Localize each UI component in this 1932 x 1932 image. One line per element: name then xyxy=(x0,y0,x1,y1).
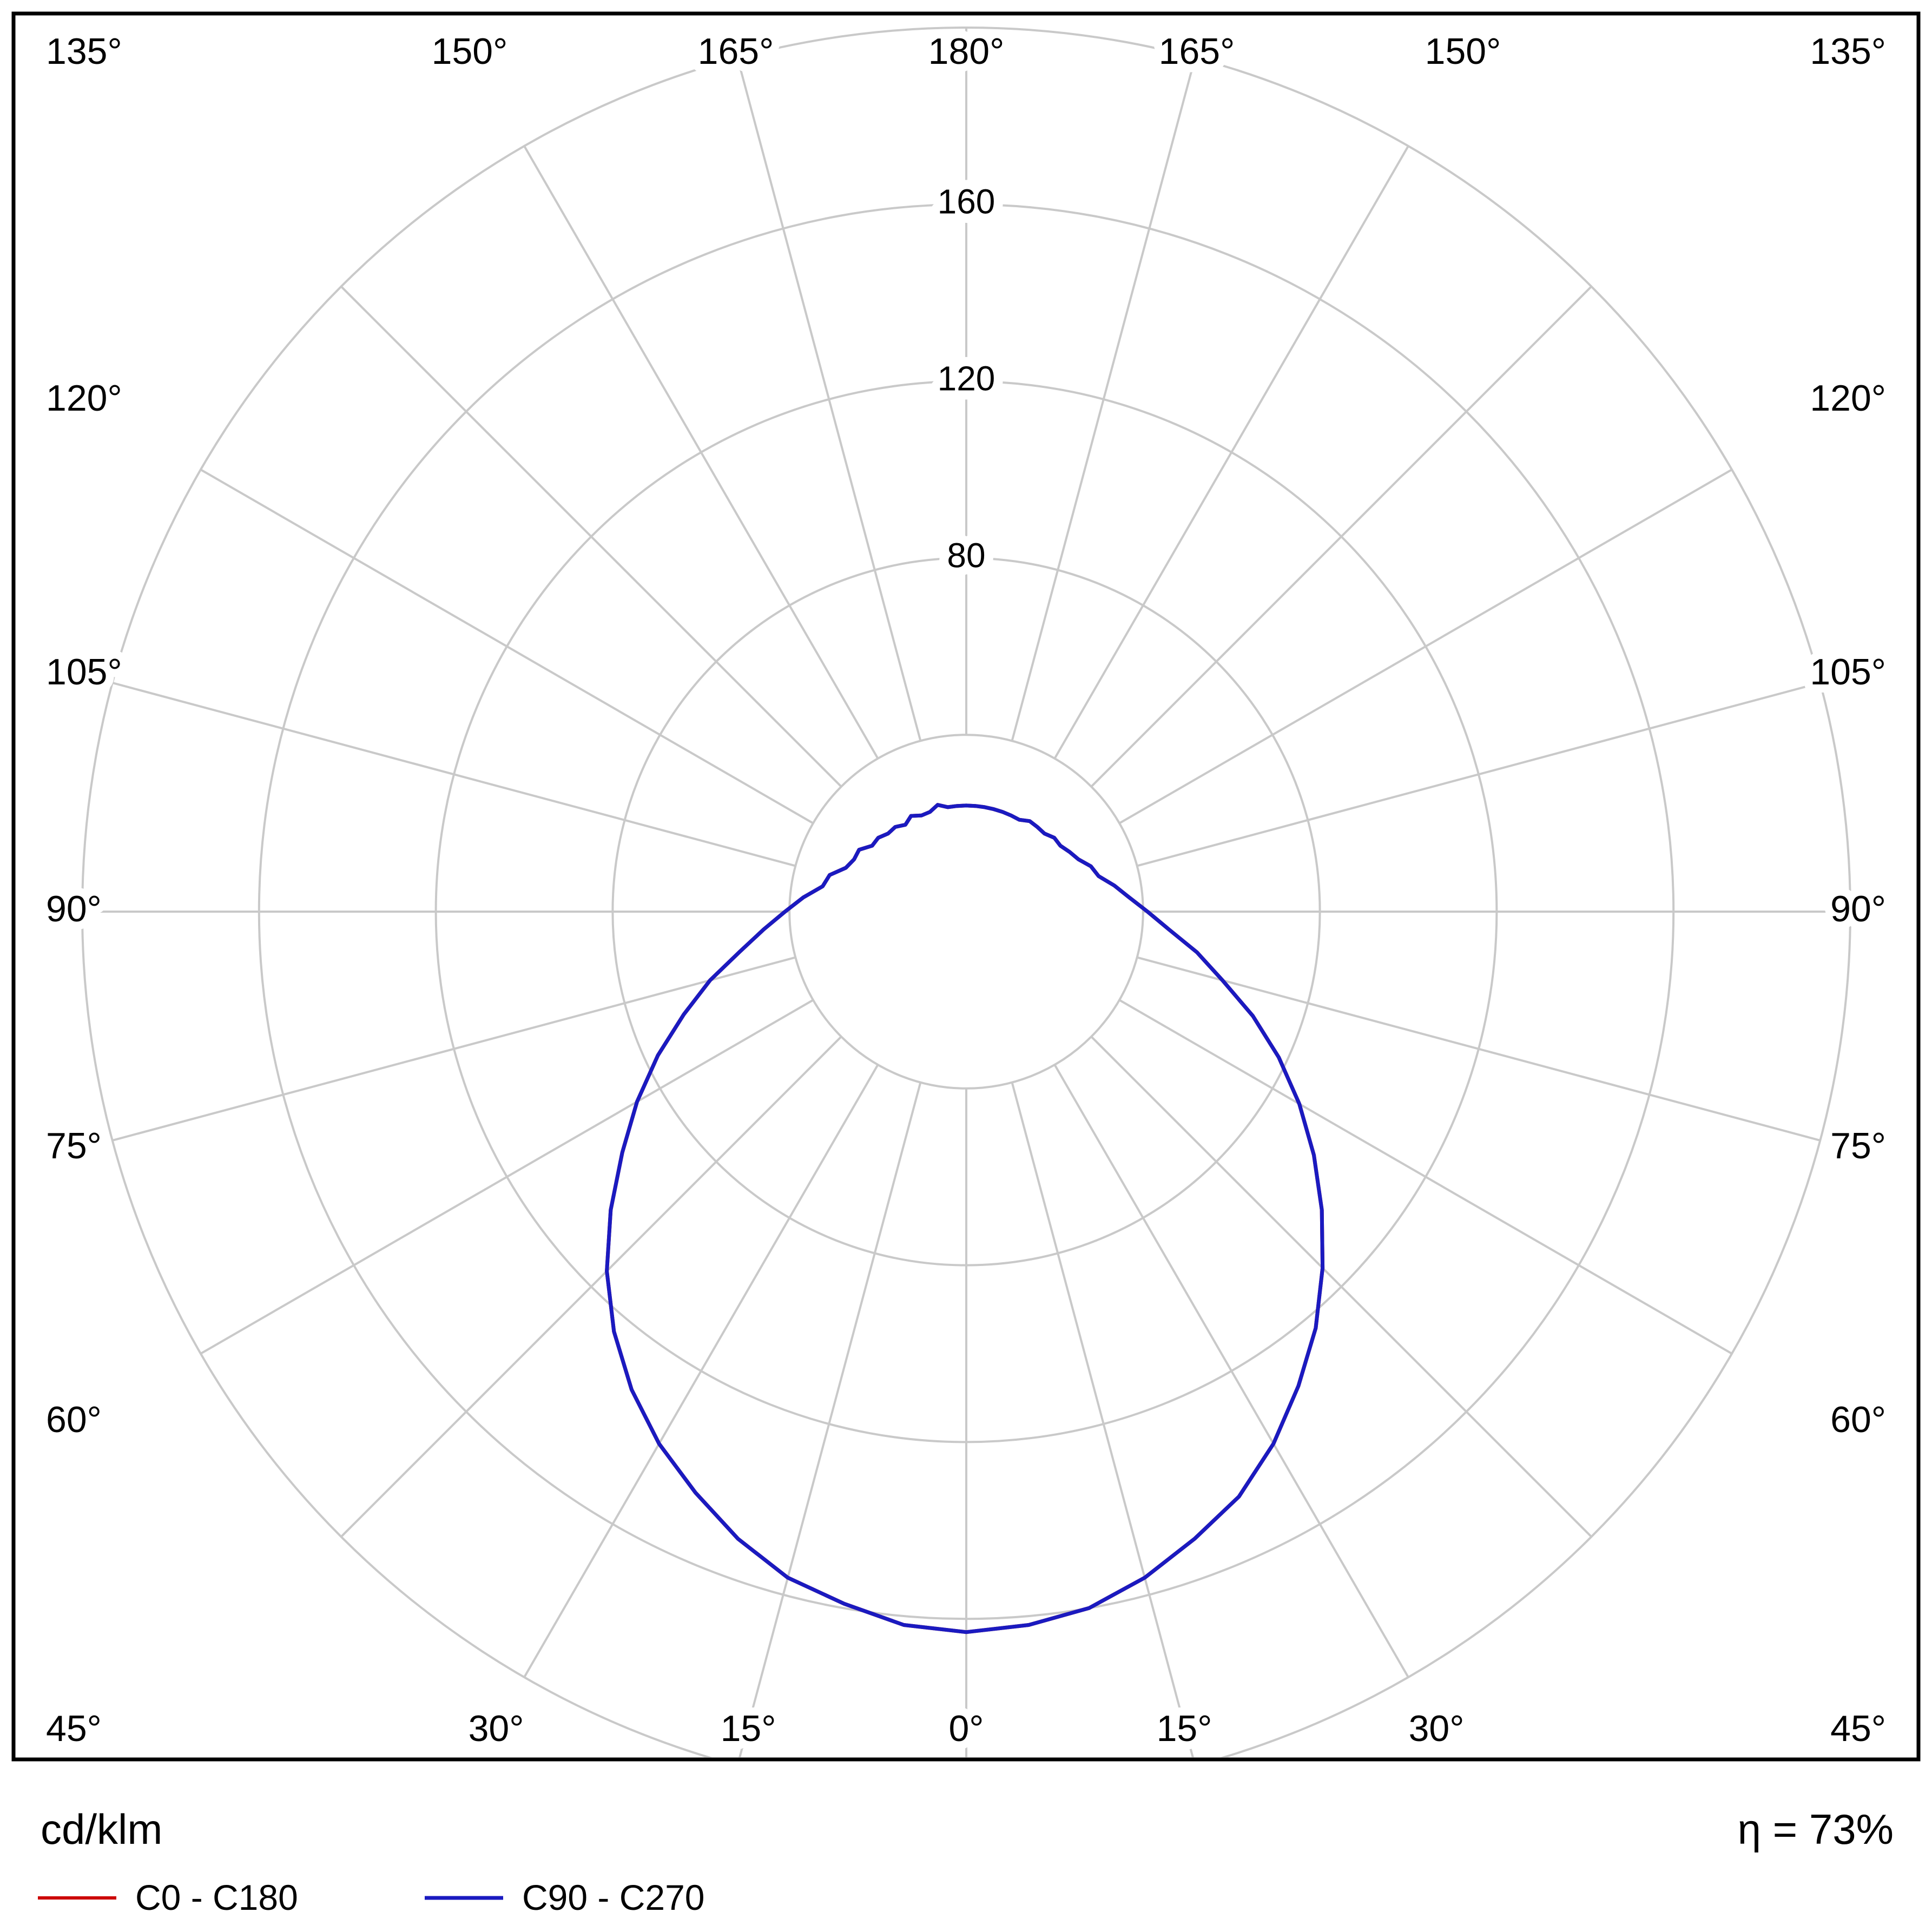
grid-spoke xyxy=(1119,999,1733,1355)
grid-spoke xyxy=(1137,682,1821,867)
angle-label-75deg: 75° xyxy=(46,1125,102,1166)
angle-label-165deg: 165° xyxy=(1159,31,1235,72)
grid-spoke xyxy=(340,1036,842,1538)
angle-label-135deg: 135° xyxy=(1810,31,1886,72)
grid-spoke xyxy=(1011,1082,1194,1757)
angle-label-60deg: 60° xyxy=(46,1399,102,1440)
ring-label-80: 80 xyxy=(947,536,985,575)
grid-spoke xyxy=(1137,956,1821,1142)
legend-label-c90-c270: C90 - C270 xyxy=(522,1877,705,1917)
grid-spoke xyxy=(340,286,842,788)
grid-spoke xyxy=(1090,286,1592,788)
angle-label-45deg: 45° xyxy=(46,1708,102,1749)
grid-spoke xyxy=(1011,57,1196,741)
curve-C0-C180 xyxy=(605,803,1325,1634)
grid-spoke xyxy=(1053,1064,1409,1678)
angle-label-105deg: 105° xyxy=(1810,651,1886,693)
angle-label-135deg: 135° xyxy=(46,31,122,72)
grid-spoke xyxy=(112,682,796,867)
grid-spoke xyxy=(523,145,879,759)
angle-label-60deg: 60° xyxy=(1830,1399,1886,1440)
grid-spoke xyxy=(200,469,814,825)
legend: C0 - C180 C90 - C270 xyxy=(38,1877,705,1917)
angle-label-150deg: 150° xyxy=(432,31,508,72)
angle-label-30deg: 30° xyxy=(1409,1708,1465,1749)
angle-label-45deg: 45° xyxy=(1830,1708,1886,1749)
grid-spoke xyxy=(112,956,796,1142)
angle-label-90deg: 90° xyxy=(46,888,102,929)
angle-label-120deg: 120° xyxy=(46,378,122,419)
angle-label-180deg: 180° xyxy=(928,31,1005,72)
polar-grid-and-curves: 80 120 160 0° 15° 15° 30° 30° 45° 45° 60° 60° 75° 75°… xyxy=(38,23,1894,1757)
polar-gridlines xyxy=(81,27,1851,1757)
unit-label: cd/klm xyxy=(41,1805,162,1853)
angle-label-150deg: 150° xyxy=(1425,31,1501,72)
grid-ring xyxy=(788,734,1144,1090)
angle-label-15deg: 15° xyxy=(721,1708,776,1749)
angle-label-75deg: 75° xyxy=(1830,1125,1886,1166)
grid-spoke xyxy=(738,1082,922,1757)
ring-label-120: 120 xyxy=(938,359,995,398)
grid-spoke xyxy=(1053,145,1409,759)
grid-spoke xyxy=(736,57,922,741)
efficiency-label: η = 73% xyxy=(1738,1805,1894,1853)
ring-label-160: 160 xyxy=(938,182,995,221)
angle-label-105deg: 105° xyxy=(46,651,122,693)
grid-spoke xyxy=(523,1064,879,1678)
curve-C90-C270 xyxy=(605,803,1325,1634)
grid-spoke xyxy=(1119,469,1733,825)
grid-spoke xyxy=(1090,1036,1592,1538)
angle-label-90deg: 90° xyxy=(1830,888,1886,929)
legend-label-c0-c180: C0 - C180 xyxy=(135,1877,298,1917)
angle-label-30deg: 30° xyxy=(469,1708,524,1749)
angle-label-0deg: 0° xyxy=(948,1708,984,1749)
angle-label-165deg: 165° xyxy=(698,31,774,72)
angle-label-15deg: 15° xyxy=(1157,1708,1212,1749)
grid-spoke xyxy=(200,999,814,1355)
plot-border xyxy=(11,11,1921,1762)
angle-label-120deg: 120° xyxy=(1810,378,1886,419)
